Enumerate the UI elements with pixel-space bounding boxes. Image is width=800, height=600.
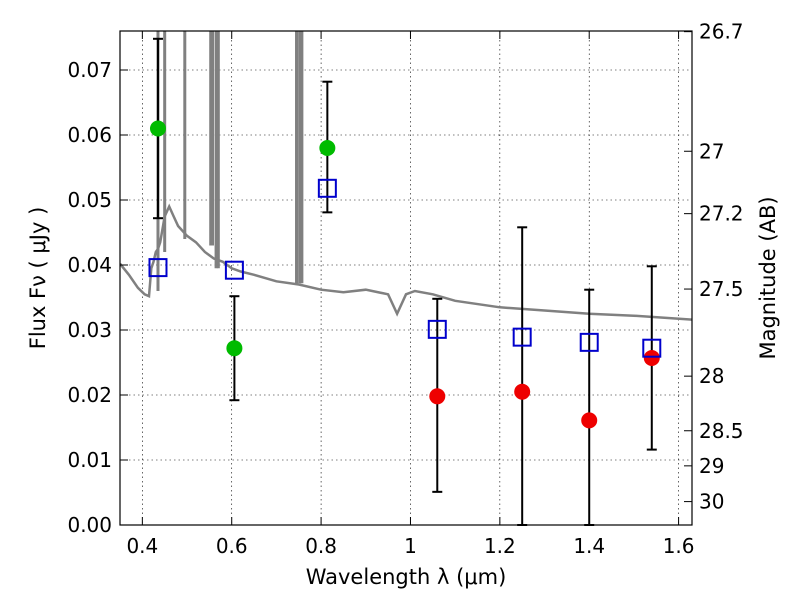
model-square <box>427 319 447 339</box>
y-tick-label: 0.07 <box>67 58 112 82</box>
model-square <box>224 260 244 280</box>
y-tick-label: 0.06 <box>67 123 112 147</box>
x-tick-label: 0.6 <box>216 534 248 558</box>
x-axis-label: Wavelength λ (μm) <box>306 565 507 589</box>
data-point <box>581 412 598 429</box>
data-point <box>226 340 243 357</box>
plot-frame <box>119 30 693 526</box>
data-point <box>429 388 446 405</box>
model-square <box>512 327 532 347</box>
y2-tick-label: 27.2 <box>699 202 744 226</box>
y2-tick-label: 28.5 <box>699 419 744 443</box>
x-tick-label: 1.6 <box>663 534 695 558</box>
y2-tick-label: 27 <box>699 139 724 163</box>
x-tick-label: 1.2 <box>484 534 516 558</box>
x-tick-label: 1 <box>404 534 417 558</box>
y2-tick-label: 30 <box>699 490 724 514</box>
x-tick-label: 0.8 <box>305 534 337 558</box>
y2-axis-label: Magnitude (AB) <box>756 196 780 359</box>
y-tick-label: 0.01 <box>67 448 112 472</box>
data-point <box>514 383 531 400</box>
y2-tick-label: 28 <box>699 364 724 388</box>
model-square <box>642 338 662 358</box>
data-points <box>148 37 662 526</box>
y-tick-label: 0.03 <box>67 318 112 342</box>
spectrum-group <box>120 31 692 321</box>
model-spectrum <box>120 31 692 321</box>
x-tick-label: 1.4 <box>573 534 605 558</box>
y-tick-label: 0.05 <box>67 188 112 212</box>
model-square <box>148 258 168 278</box>
y-tick-label: 0.00 <box>67 513 112 537</box>
y2-tick-label: 26.7 <box>699 20 744 44</box>
axis-ticks: 0.4 0.6 0.8 1 1.2 1.4 1.6 0.00 0.01 0.02 0.03 0.04 0… <box>67 20 743 558</box>
data-point <box>643 349 660 366</box>
y-tick-label: 0.02 <box>67 383 112 407</box>
data-point <box>149 120 166 137</box>
y2-tick-label: 27.5 <box>699 277 744 301</box>
y-axis-label: Flux Fν ( μJy ) <box>26 207 50 350</box>
x-tick-label: 0.4 <box>126 534 158 558</box>
spectrum-line <box>120 203 692 321</box>
data-point <box>319 140 336 156</box>
model-square <box>579 332 599 352</box>
y2-tick-label: 29 <box>699 454 724 478</box>
model-square <box>317 178 337 198</box>
y-tick-label: 0.04 <box>67 253 112 277</box>
grid <box>120 31 692 526</box>
